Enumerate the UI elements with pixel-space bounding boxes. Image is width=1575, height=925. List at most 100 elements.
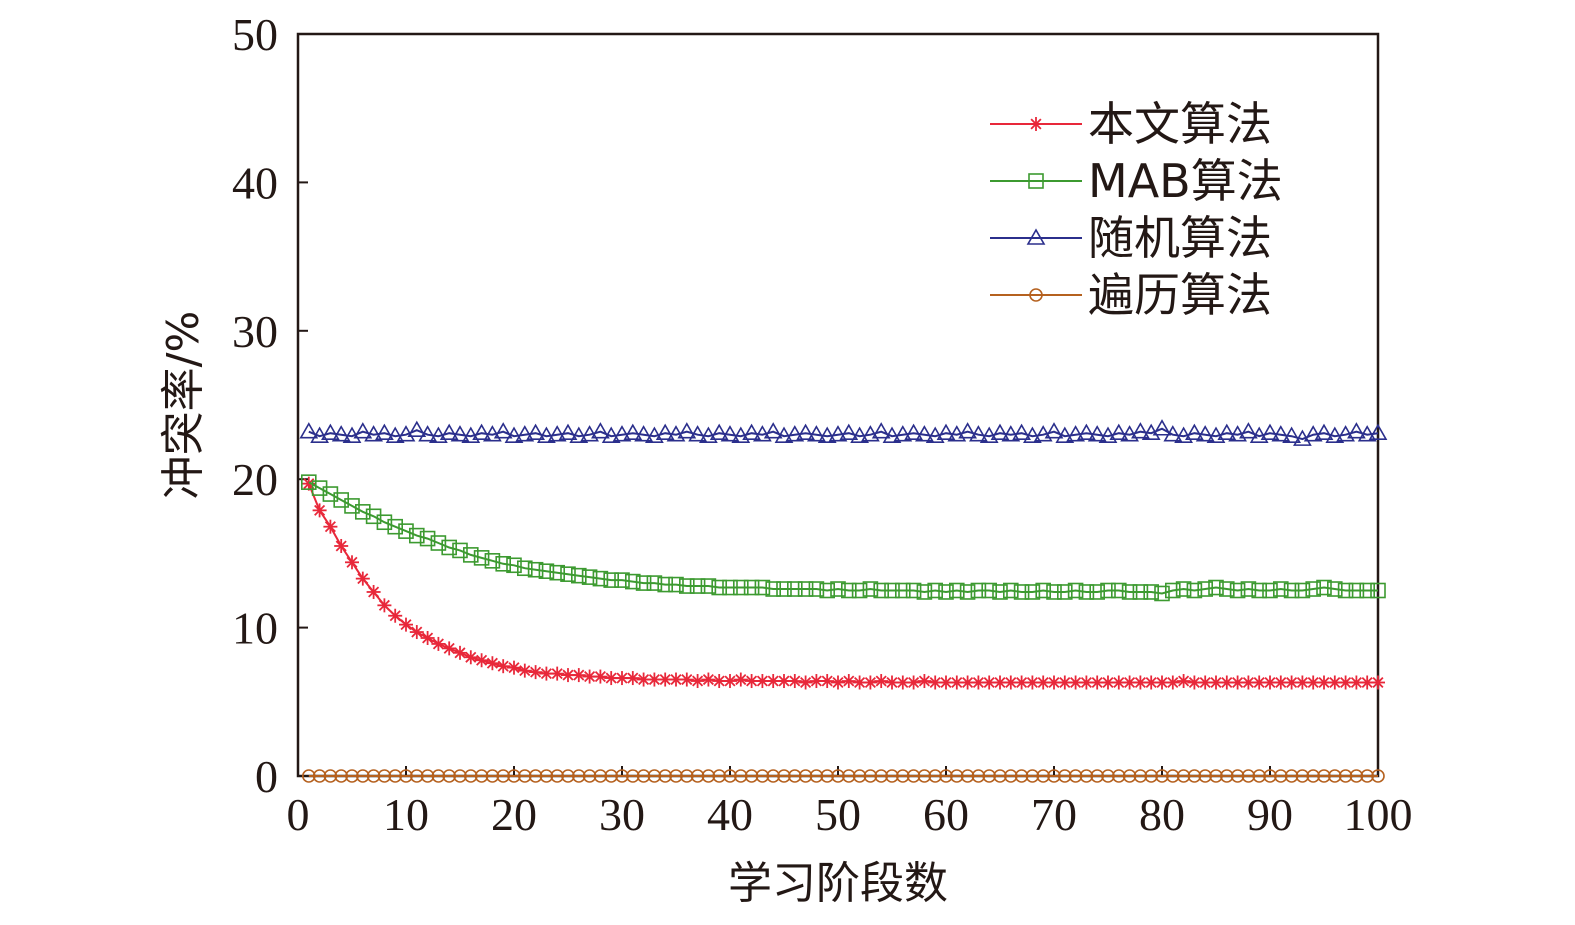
data-point-3-22: [539, 769, 554, 783]
asterisk-stroke: [357, 573, 369, 585]
data-point-3-10: [409, 769, 424, 783]
asterisk-stroke: [346, 556, 358, 568]
data-point-2-16: [472, 423, 491, 440]
data-point-1-0: [300, 474, 317, 490]
x-axis-ticks: 0 10 20 30 40 50 60 70 80 90 100: [287, 766, 1413, 840]
data-point-1-6: [365, 508, 382, 525]
asterisk-stroke: [897, 676, 909, 689]
asterisk-stroke: [1318, 676, 1330, 689]
data-point-3-19: [507, 769, 521, 783]
data-point-0-5: [355, 571, 370, 586]
data-point-0-23: [550, 666, 565, 681]
asterisk-stroke: [843, 675, 855, 687]
asterisk-stroke: [573, 669, 585, 681]
data-point-2-8: [385, 426, 405, 443]
data-point-1-34: [668, 576, 684, 593]
data-point-1-47: [808, 581, 825, 597]
data-point-3-64: [993, 769, 1007, 783]
data-point-3-6: [366, 769, 381, 783]
data-point-0-37: [701, 672, 716, 687]
asterisk-stroke: [1156, 676, 1168, 689]
x-tick-label: 100: [1344, 789, 1413, 840]
data-point-3-2: [323, 769, 338, 783]
data-point-2-7: [375, 423, 394, 440]
data-point-1-97: [1348, 582, 1365, 599]
data-point-3-11: [420, 769, 435, 783]
data-point-0-48: [820, 674, 835, 689]
data-point-2-11: [418, 425, 437, 442]
asterisk-stroke: [1167, 676, 1179, 689]
asterisk-stroke: [411, 626, 423, 638]
data-point-1-40: [732, 579, 749, 596]
asterisk-stroke: [810, 675, 822, 687]
data-point-0-13: [442, 641, 457, 656]
data-point-1-46: [797, 581, 814, 597]
data-point-3-51: [852, 769, 867, 783]
data-point-1-94: [1316, 579, 1332, 596]
asterisk-stroke: [735, 674, 747, 686]
data-point-1-90: [1273, 581, 1289, 597]
data-point-0-35: [679, 672, 694, 687]
data-point-2-93: [1303, 425, 1323, 442]
legend-marker-1: [1028, 173, 1044, 189]
data-point-0-56: [906, 675, 921, 690]
data-point-2-88: [1249, 426, 1269, 443]
data-point-2-14: [450, 425, 470, 442]
data-point-2-98: [1357, 425, 1377, 442]
data-point-1-51: [851, 582, 868, 599]
asterisk-stroke: [422, 632, 434, 644]
data-point-1-45: [786, 581, 803, 597]
data-point-2-65: [1001, 425, 1021, 442]
asterisk-stroke: [1178, 675, 1190, 687]
data-point-2-64: [990, 423, 1010, 440]
data-point-2-12: [429, 426, 448, 443]
data-point-0-8: [388, 608, 403, 623]
data-point-1-73: [1089, 584, 1105, 600]
data-point-3-72: [1079, 769, 1094, 783]
data-point-2-60: [947, 425, 967, 442]
data-point-1-66: [1013, 584, 1030, 600]
data-point-0-95: [1327, 675, 1342, 690]
data-point-1-36: [689, 578, 706, 594]
data-point-3-74: [1101, 769, 1115, 783]
data-point-3-68: [1036, 769, 1050, 783]
data-point-1-38: [711, 579, 728, 596]
data-point-1-59: [938, 584, 954, 600]
data-point-1-12: [430, 535, 447, 551]
data-point-3-48: [820, 769, 835, 783]
asterisk-stroke: [508, 662, 520, 674]
data-point-1-39: [722, 579, 738, 596]
data-point-2-53: [871, 422, 891, 439]
data-point-3-30: [625, 769, 640, 783]
data-point-2-28: [601, 426, 621, 443]
asterisk-stroke: [1329, 676, 1341, 689]
data-point-3-62: [971, 769, 986, 783]
x-tick-label: 50: [815, 789, 861, 840]
data-point-2-45: [785, 425, 805, 442]
data-point-1-48: [819, 582, 836, 599]
data-point-0-39: [723, 674, 737, 689]
legend-label-2: 随机算法: [1088, 211, 1272, 265]
data-point-1-82: [1186, 582, 1203, 599]
asterisk-stroke: [1005, 676, 1017, 689]
data-point-0-46: [798, 675, 813, 690]
asterisk-stroke: [551, 668, 563, 680]
data-point-3-61: [960, 769, 975, 783]
data-point-1-79: [1154, 585, 1170, 602]
data-point-3-40: [733, 769, 748, 783]
data-point-2-58: [925, 426, 945, 443]
data-point-1-98: [1359, 582, 1375, 599]
data-point-2-22: [537, 426, 556, 443]
series-layer: [299, 419, 1388, 783]
data-point-3-85: [1220, 769, 1234, 783]
data-point-2-52: [861, 425, 880, 442]
data-point-0-45: [787, 674, 802, 689]
data-point-3-83: [1198, 769, 1212, 783]
data-point-3-46: [798, 769, 813, 783]
legend-label-0: 本文算法: [1088, 97, 1272, 151]
asterisk-stroke: [432, 638, 444, 650]
asterisk-stroke: [1091, 676, 1103, 689]
asterisk-stroke: [1070, 676, 1082, 689]
data-point-3-24: [561, 769, 575, 783]
asterisk-stroke: [594, 671, 606, 683]
